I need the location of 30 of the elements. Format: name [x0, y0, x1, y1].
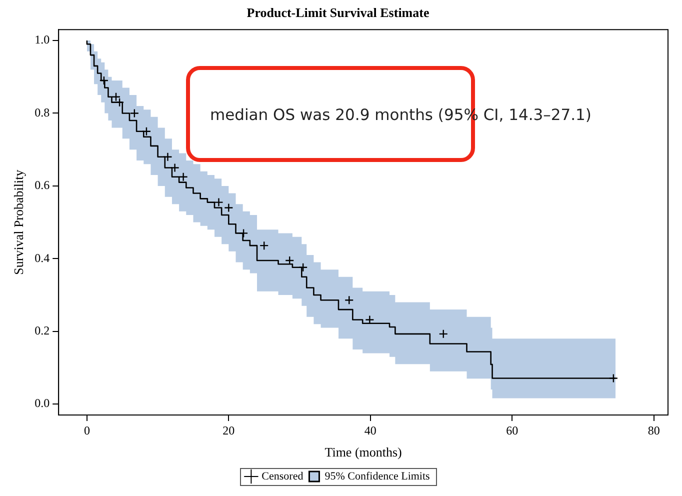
x-axis-title: Time (months) [324, 444, 402, 460]
y-tick-label: 0.2 [34, 324, 50, 338]
point [238, 228, 248, 238]
point [170, 163, 180, 172]
y-axis-title: Survival Probability [11, 169, 26, 275]
x-tick-label: 0 [84, 423, 90, 438]
point [224, 203, 234, 212]
point [178, 172, 188, 182]
y-tick-label: 0.6 [34, 178, 50, 192]
x-tick-label: 20 [222, 423, 235, 438]
y-tick-label: 1.0 [34, 32, 50, 47]
point [214, 198, 224, 207]
point [298, 262, 308, 272]
y-tick-label: 0.4 [34, 250, 50, 265]
point [259, 240, 269, 250]
point [163, 152, 172, 162]
point [142, 126, 152, 136]
point [608, 374, 618, 383]
point [344, 296, 354, 305]
x-tick-label: 80 [648, 423, 660, 438]
y-tick-label: 0.8 [34, 105, 50, 120]
point [438, 329, 448, 339]
legend-label: 95% Confidence Limits [324, 470, 430, 482]
chart-title: Product-Limit Survival Estimate [246, 5, 430, 20]
legend-label: Censored [262, 470, 304, 482]
y-tick-label: 0.0 [34, 396, 50, 410]
x-tick-label: 60 [506, 423, 518, 438]
point [99, 76, 109, 86]
x-tick-label: 40 [364, 423, 376, 438]
point [130, 108, 140, 118]
